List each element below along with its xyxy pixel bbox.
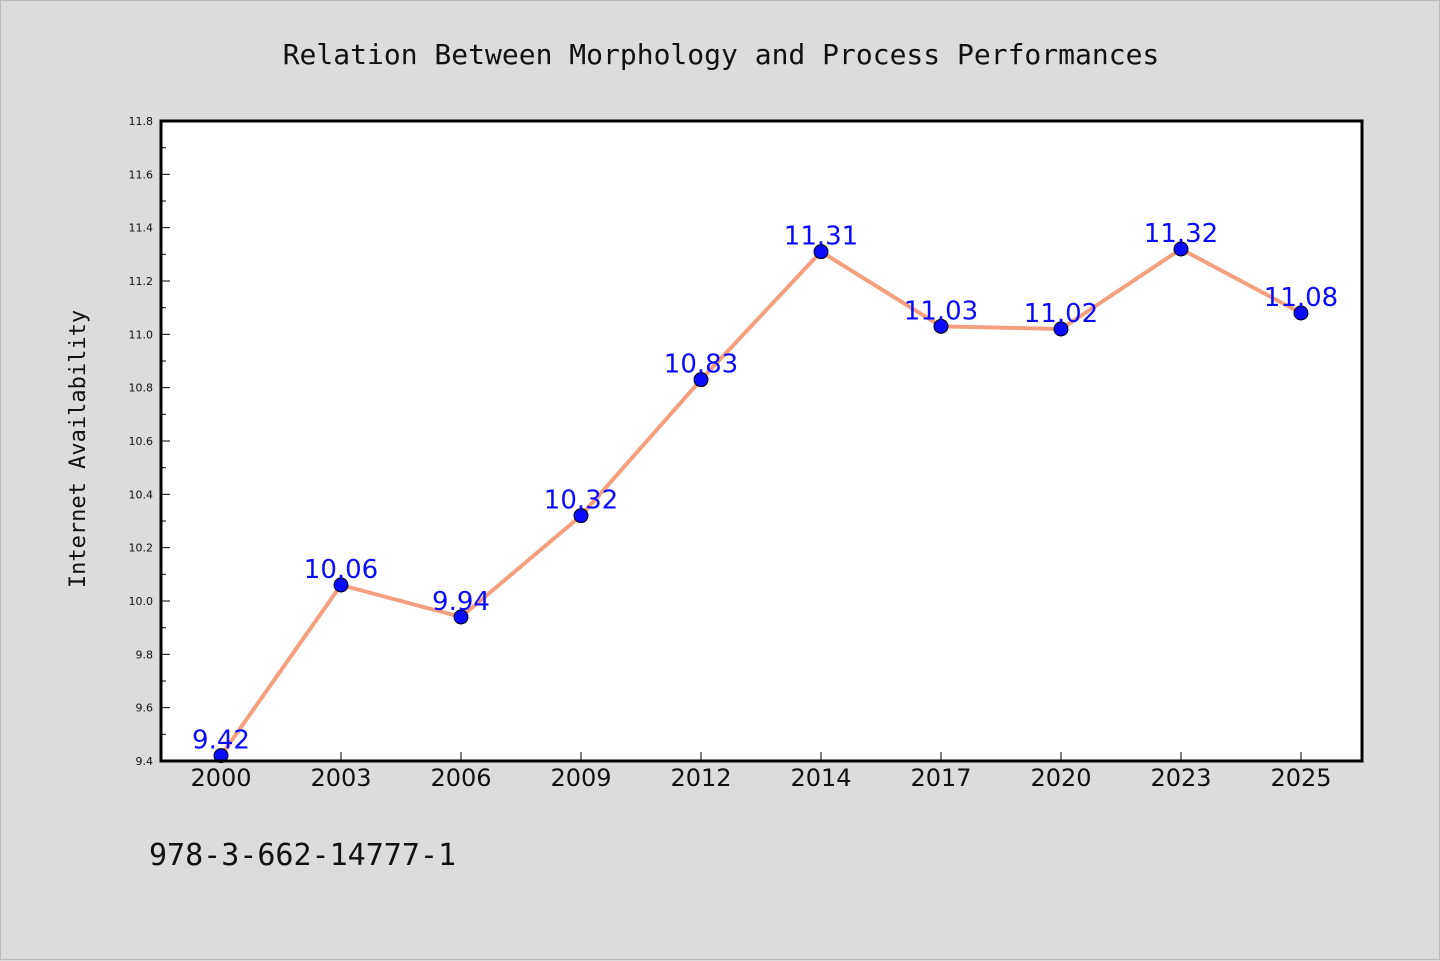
x-tick-label: 2000 <box>190 764 251 792</box>
series-line <box>219 247 1302 757</box>
data-point <box>453 609 469 625</box>
y-tick-label: 10.6 <box>129 435 154 448</box>
y-tick-label: 11.0 <box>129 328 154 341</box>
data-point <box>1053 321 1069 337</box>
data-label: 9.42 <box>192 726 250 756</box>
data-point <box>333 577 349 593</box>
x-tick-label: 2020 <box>1030 764 1091 792</box>
y-tick-label: 11.2 <box>129 275 154 288</box>
data-label: 11.08 <box>1264 283 1338 313</box>
x-tick-label: 2009 <box>550 764 611 792</box>
y-tick-label: 9.6 <box>136 702 154 715</box>
y-axis: 9.4 9.6 9.8 10.0 10.2 10.4 10.6 10.8 11.0 11.2 11.… <box>129 115 170 768</box>
series-layer: 9.42 10.06 9.94 10.32 10.83 11.31 11.03 11.02 11… <box>192 219 1338 764</box>
x-axis: 2000 2003 2006 2009 2012 2014 2017 2020 2023 2025 <box>190 752 1332 792</box>
y-tick-label: 10.4 <box>129 488 154 501</box>
y-tick-label: 10.2 <box>129 542 154 555</box>
data-label: 10.32 <box>544 486 618 516</box>
x-tick-label: 2012 <box>670 764 731 792</box>
y-axis-label: Internet Availability <box>66 310 91 588</box>
data-point <box>813 244 829 260</box>
y-tick-label: 11.6 <box>129 168 154 181</box>
plot-frame <box>159 119 1364 763</box>
data-label: 10.06 <box>304 555 378 585</box>
x-tick-label: 2014 <box>790 764 851 792</box>
y-tick-label: 11.4 <box>129 222 154 235</box>
data-point <box>213 748 229 764</box>
data-label: 11.31 <box>784 222 858 252</box>
x-tick-label: 2023 <box>1150 764 1211 792</box>
y-tick-label: 10.8 <box>129 382 154 395</box>
chart-title: Relation Between Morphology and Process … <box>283 38 1160 71</box>
data-point <box>1293 305 1309 321</box>
data-label: 11.32 <box>1144 219 1218 249</box>
data-point <box>693 372 709 388</box>
data-point <box>1173 241 1189 257</box>
x-tick-label: 2025 <box>1270 764 1331 792</box>
data-label: 10.83 <box>664 350 738 380</box>
x-tick-label: 2003 <box>310 764 371 792</box>
data-point <box>933 318 949 334</box>
data-point <box>573 508 589 524</box>
y-tick-label: 9.8 <box>136 648 154 661</box>
plot-area <box>161 121 1362 761</box>
data-label: 11.03 <box>904 296 978 326</box>
x-tick-label: 2006 <box>430 764 491 792</box>
y-tick-label: 9.4 <box>136 755 154 768</box>
x-tick-label: 2017 <box>910 764 971 792</box>
y-tick-label: 11.8 <box>129 115 154 128</box>
data-label: 11.02 <box>1024 299 1098 329</box>
y-tick-label: 10.0 <box>129 595 154 608</box>
data-label: 9.94 <box>432 587 490 617</box>
footer-code: 978-3-662-14777-1 <box>149 838 456 873</box>
